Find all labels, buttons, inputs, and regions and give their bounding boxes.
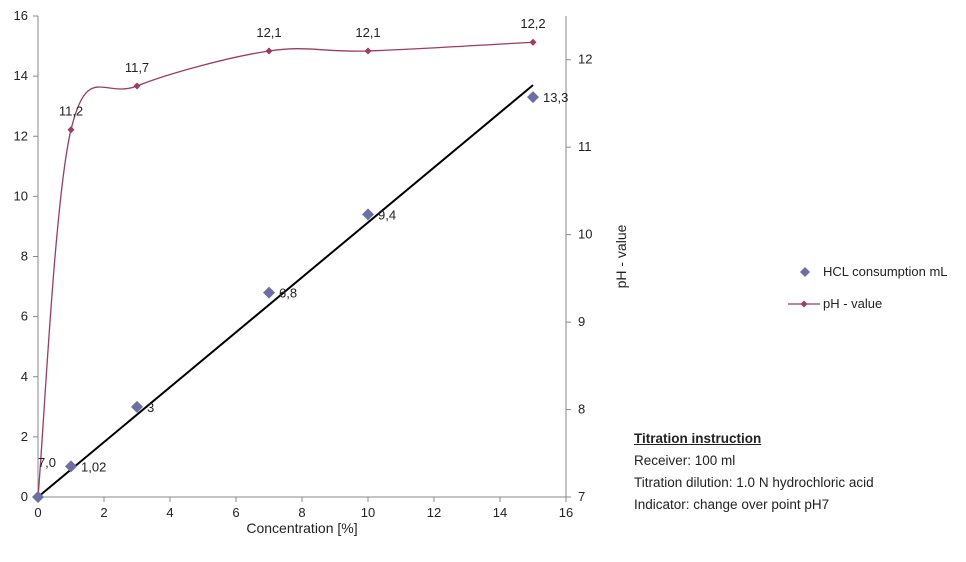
y-tick-label: 0 [21,489,28,504]
instruction-line-receiver: Receiver: 100 ml [634,453,736,468]
legend-ph-label: pH - value [823,296,882,311]
ph-value-point [529,38,537,46]
y-tick-label: 16 [14,8,28,23]
ph-value-point [265,47,273,55]
x-tick-label: 8 [298,505,305,520]
ph-value-point [133,82,141,90]
legend-hcl-label: HCL consumption mL [823,264,948,279]
y2-tick-label: 10 [578,227,592,242]
hcl-consumption-point [131,400,143,413]
y-tick-label: 8 [21,249,28,264]
y-tick-label: 6 [21,309,28,324]
y2-tick-label: 11 [578,139,592,154]
x-tick-label: 0 [34,505,41,520]
hcl-consumption-point [65,460,77,473]
hcl-consumption-point [263,286,275,299]
hcl-consumption-data-label: 1,02 [81,459,106,474]
hcl-consumption-point [32,491,44,503]
ph-value-data-label: 12,2 [520,16,545,31]
instruction-title: Titration instruction [634,431,762,446]
ph-value-data-label: 12,1 [355,25,380,40]
legend-ph-marker [800,300,808,308]
ph-value-data-label: 7,0 [38,455,56,470]
y2-tick-label: 12 [578,52,592,67]
y2-axis-title: pH - value [613,224,629,288]
x-tick-label: 16 [559,505,573,520]
x-axis-title: Concentration [%] [246,520,357,536]
x-tick-label: 6 [232,505,239,520]
y2-tick-label: 8 [578,402,585,417]
hcl-consumption-data-label: 6,8 [279,286,297,301]
trendline [37,84,534,498]
ph-value-point [67,126,75,134]
y-tick-label: 12 [14,128,28,143]
x-tick-label: 14 [493,505,507,520]
hcl-consumption-point [362,208,374,221]
legend-hcl-marker [800,267,810,277]
hcl-consumption-data-label: 13,3 [543,90,568,105]
hcl-consumption-data-label: 3 [147,400,154,415]
ph-value-point [364,47,372,55]
hcl-consumption-point [527,91,539,104]
titration-instruction: Titration instruction Receiver: 100 ml T… [634,428,874,516]
y-tick-label: 4 [21,369,28,384]
y-tick-label: 10 [14,188,28,203]
instruction-line-dilution: Titration dilution: 1.0 N hydrochloric a… [634,475,874,490]
ph-value-line [37,41,534,498]
ph-value-data-label: 11,7 [125,60,149,75]
y2-tick-label: 9 [578,314,585,329]
ph-value-data-label: 12,1 [256,25,281,40]
x-tick-label: 4 [166,505,173,520]
x-tick-label: 12 [427,505,441,520]
ph-value-data-label: 11,2 [59,104,83,119]
y2-tick-label: 7 [578,489,585,504]
instruction-line-indicator: Indicator: change over point pH7 [634,497,830,512]
x-tick-label: 2 [100,505,107,520]
x-tick-label: 10 [361,505,375,520]
hcl-consumption-data-label: 9,4 [378,207,396,222]
y-tick-label: 14 [14,68,28,83]
y-tick-label: 2 [21,429,28,444]
